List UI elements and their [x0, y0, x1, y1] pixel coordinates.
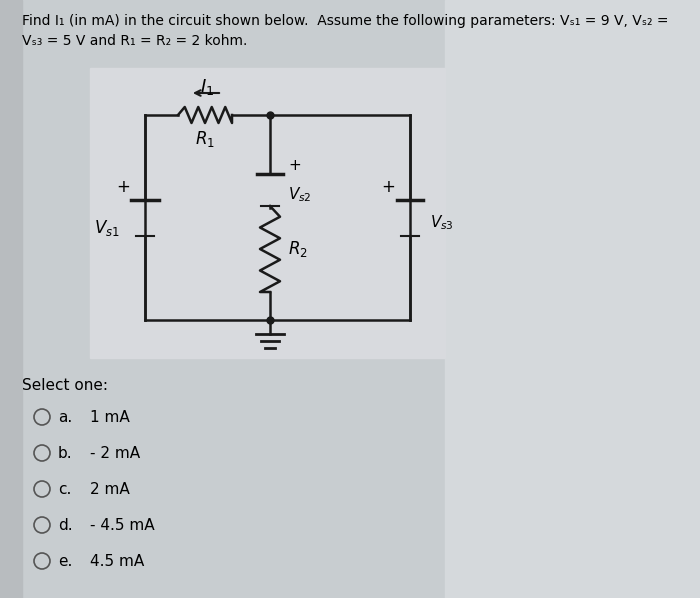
Text: - 2 mA: - 2 mA	[90, 446, 140, 460]
Text: +: +	[116, 178, 130, 197]
Text: - 4.5 mA: - 4.5 mA	[90, 517, 155, 532]
Text: Vₛ₃ = 5 V and R₁ = R₂ = 2 kohm.: Vₛ₃ = 5 V and R₁ = R₂ = 2 kohm.	[22, 34, 247, 48]
Text: +: +	[381, 178, 395, 197]
Text: b.: b.	[58, 446, 73, 460]
Text: $V_{s2}$: $V_{s2}$	[288, 185, 312, 205]
Text: Select one:: Select one:	[22, 378, 108, 393]
Text: e.: e.	[58, 554, 72, 569]
Circle shape	[34, 517, 50, 533]
Text: a.: a.	[58, 410, 72, 425]
Bar	[0, 0, 22, 598]
Text: $V_{s1}$: $V_{s1}$	[94, 218, 120, 237]
Bar	[90, 68, 445, 358]
Text: 4.5 mA: 4.5 mA	[90, 554, 144, 569]
Text: Find I₁ (in mA) in the circuit shown below.  Assume the following parameters: Vₛ: Find I₁ (in mA) in the circuit shown bel…	[22, 14, 668, 28]
Text: +: +	[288, 158, 301, 173]
Circle shape	[34, 445, 50, 461]
Circle shape	[34, 409, 50, 425]
Text: 1 mA: 1 mA	[90, 410, 130, 425]
Bar	[445, 0, 700, 598]
Circle shape	[34, 481, 50, 497]
Text: $R_2$: $R_2$	[288, 239, 308, 259]
Text: $I_1$: $I_1$	[200, 77, 214, 97]
Text: $R_1$: $R_1$	[195, 129, 215, 149]
Text: $V_{s3}$: $V_{s3}$	[430, 213, 454, 232]
Text: c.: c.	[58, 481, 71, 496]
Circle shape	[34, 553, 50, 569]
Text: d.: d.	[58, 517, 73, 532]
Text: 2 mA: 2 mA	[90, 481, 130, 496]
